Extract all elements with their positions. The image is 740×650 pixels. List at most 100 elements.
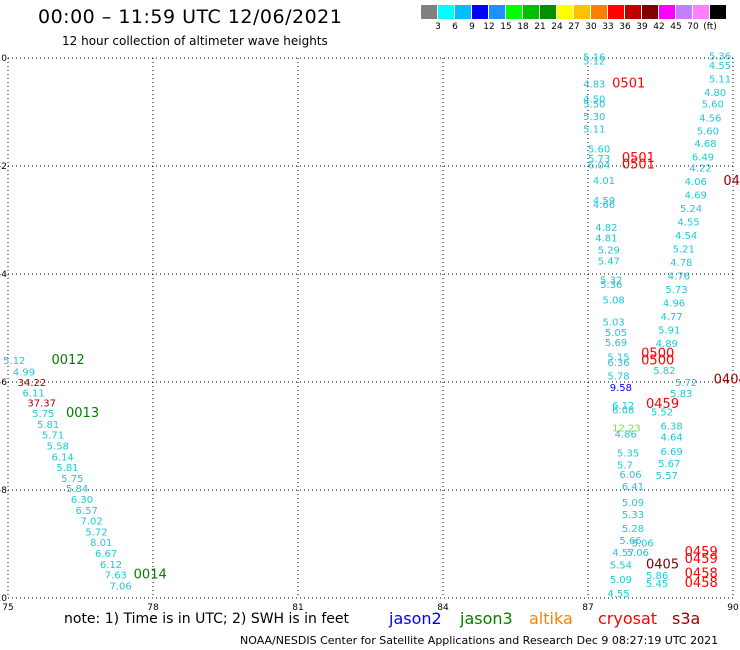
wave-height-value: 7.06 <box>110 581 132 592</box>
wave-height-value: 6.38 <box>661 422 683 433</box>
wave-height-value: 5.12 <box>3 356 25 367</box>
wave-height-value: 4.55 <box>607 589 629 600</box>
scale-swatch <box>421 5 437 19</box>
map-title: 00:00 – 11:59 UTC 12/06/2021 <box>38 6 343 28</box>
wave-height-value: 5.60 <box>588 145 610 156</box>
pass-time-label: 0459 <box>685 545 718 560</box>
altimeter-map: 75 78 81 84 87 90 0 -2 -4 -6 -8 -10 5.36 5.12 0012 4.9… <box>0 52 740 613</box>
wave-height-value: 34.22 <box>18 378 47 389</box>
scale-label: 15 <box>500 22 512 32</box>
wave-height-value: 5.72 <box>85 527 107 538</box>
x-tick-label: 87 <box>582 603 593 613</box>
wave-height-value: 5.71 <box>42 431 64 442</box>
x-tick-label: 81 <box>292 603 303 613</box>
wave-height-value: 4.68 <box>694 139 716 150</box>
scale-label: 36 <box>619 22 631 32</box>
wave-height-value: 4.77 <box>661 312 683 323</box>
scale-swatch <box>642 5 658 19</box>
x-tick-label: 75 <box>2 603 13 613</box>
wave-height-value: 6.04 <box>588 161 610 172</box>
wave-height-value: 8.01 <box>90 538 112 549</box>
wave-height-value: 4.86 <box>615 430 637 441</box>
wave-height-value: 4.55 <box>709 61 731 72</box>
wave-height-value: 6.12 <box>100 560 122 571</box>
wave-height-value: 4.64 <box>661 432 683 443</box>
scale-label: 42 <box>653 22 665 32</box>
wave-height-value: 5.69 <box>605 338 627 349</box>
wave-height-value: 5.16 <box>583 53 605 64</box>
pass-time-label: 0458 <box>685 566 718 581</box>
wave-height-value: 4.56 <box>699 114 721 125</box>
wave-height-value: 6.11 <box>23 389 45 400</box>
wave-height-value: 5.36 <box>600 280 622 291</box>
satellite-legend-cryosat: cryosat <box>598 609 658 628</box>
wave-height-value: 5.36 <box>709 52 731 63</box>
wave-height-value: 5.08 <box>603 296 625 307</box>
pass-time-label: 0014 <box>134 568 167 583</box>
scale-swatch <box>591 5 607 19</box>
footer-credit: NOAA/NESDIS Center for Satellite Applica… <box>240 634 719 647</box>
scale-label: 70 <box>687 22 699 32</box>
wave-height-value: 5.60 <box>697 127 719 138</box>
wave-height-value: 5.06 <box>627 548 649 559</box>
satellite-legend-altika: altika <box>529 609 573 628</box>
scale-swatch <box>523 5 539 19</box>
x-tick-label: 90 <box>727 603 739 613</box>
wave-height-value: 4.89 <box>656 339 678 350</box>
x-tick-label: 78 <box>147 603 159 613</box>
scale-swatch <box>455 5 471 19</box>
pass-time-label: 0501 <box>622 151 655 166</box>
wave-height-value: 4.96 <box>663 298 685 309</box>
wave-height-value: 5.54 <box>610 560 632 571</box>
pass-time-label: 04 <box>723 174 740 189</box>
wave-height-value: 9.58 <box>610 383 632 394</box>
wave-height-value: 6.69 <box>661 447 683 458</box>
scale-label: 39 <box>636 22 648 32</box>
scale-swatch <box>438 5 454 19</box>
scale-label: 12 <box>483 22 495 32</box>
wave-height-value: 6.41 <box>622 482 644 493</box>
pass-time-label: 0500 <box>641 354 674 369</box>
satellite-legend-jason3: jason3 <box>460 609 513 628</box>
y-tick-label: -8 <box>0 486 7 496</box>
legend-note: note: 1) Time is in UTC; 2) SWH is in fe… <box>64 611 350 627</box>
wave-height-value: 6.14 <box>52 452 74 463</box>
scale-swatch <box>540 5 556 19</box>
wave-height-value: 12.23 <box>612 424 641 435</box>
wave-height-value: 5.09 <box>610 575 632 586</box>
satellite-legend-s3a: s3a <box>672 609 701 628</box>
wave-height-value: 5.11 <box>583 125 605 136</box>
wave-height-value: 6.08 <box>612 405 634 416</box>
wave-height-value: 5.81 <box>56 463 78 474</box>
wave-height-value: 5.03 <box>603 317 625 328</box>
wave-height-value: 5.84 <box>66 484 88 495</box>
wave-height-value: 5.12 <box>583 56 605 67</box>
wave-height-value: 5.09 <box>622 498 644 509</box>
wave-height-value: 5.7 <box>617 460 633 471</box>
satellite-legend-jason2: jason2 <box>389 609 442 628</box>
wave-height-value: 5.52 <box>651 407 673 418</box>
wave-height-value: 6.12 <box>612 401 634 412</box>
scale-swatch <box>608 5 624 19</box>
wave-height-value: 4.06 <box>685 177 707 188</box>
scale-label: 45 <box>670 22 682 32</box>
wave-height-value: 6.67 <box>95 549 117 560</box>
scale-label: 24 <box>551 22 563 32</box>
scale-swatch <box>557 5 573 19</box>
pass-time-label: 0458 <box>685 576 718 591</box>
wave-height-value: 6.49 <box>692 153 714 164</box>
scale-label: 3 <box>435 22 441 32</box>
wave-height-value: 4.59 <box>593 196 615 207</box>
wave-height-value: 5.73 <box>588 154 610 165</box>
wave-height-value: 5.78 <box>607 371 629 382</box>
scale-label: 9 <box>469 22 475 32</box>
scale-label: 30 <box>585 22 597 32</box>
map-grid <box>7 57 734 599</box>
wave-height-value: 4.83 <box>583 80 605 91</box>
wave-height-value: 4.55 <box>677 217 699 228</box>
scale-label: (ft) <box>703 22 717 32</box>
pass-time-label: 0501 <box>622 158 655 173</box>
wave-height-value: 5.35 <box>617 449 639 460</box>
wave-height-value: 5.60 <box>702 100 724 111</box>
pass-time-label: 0459 <box>646 397 679 412</box>
